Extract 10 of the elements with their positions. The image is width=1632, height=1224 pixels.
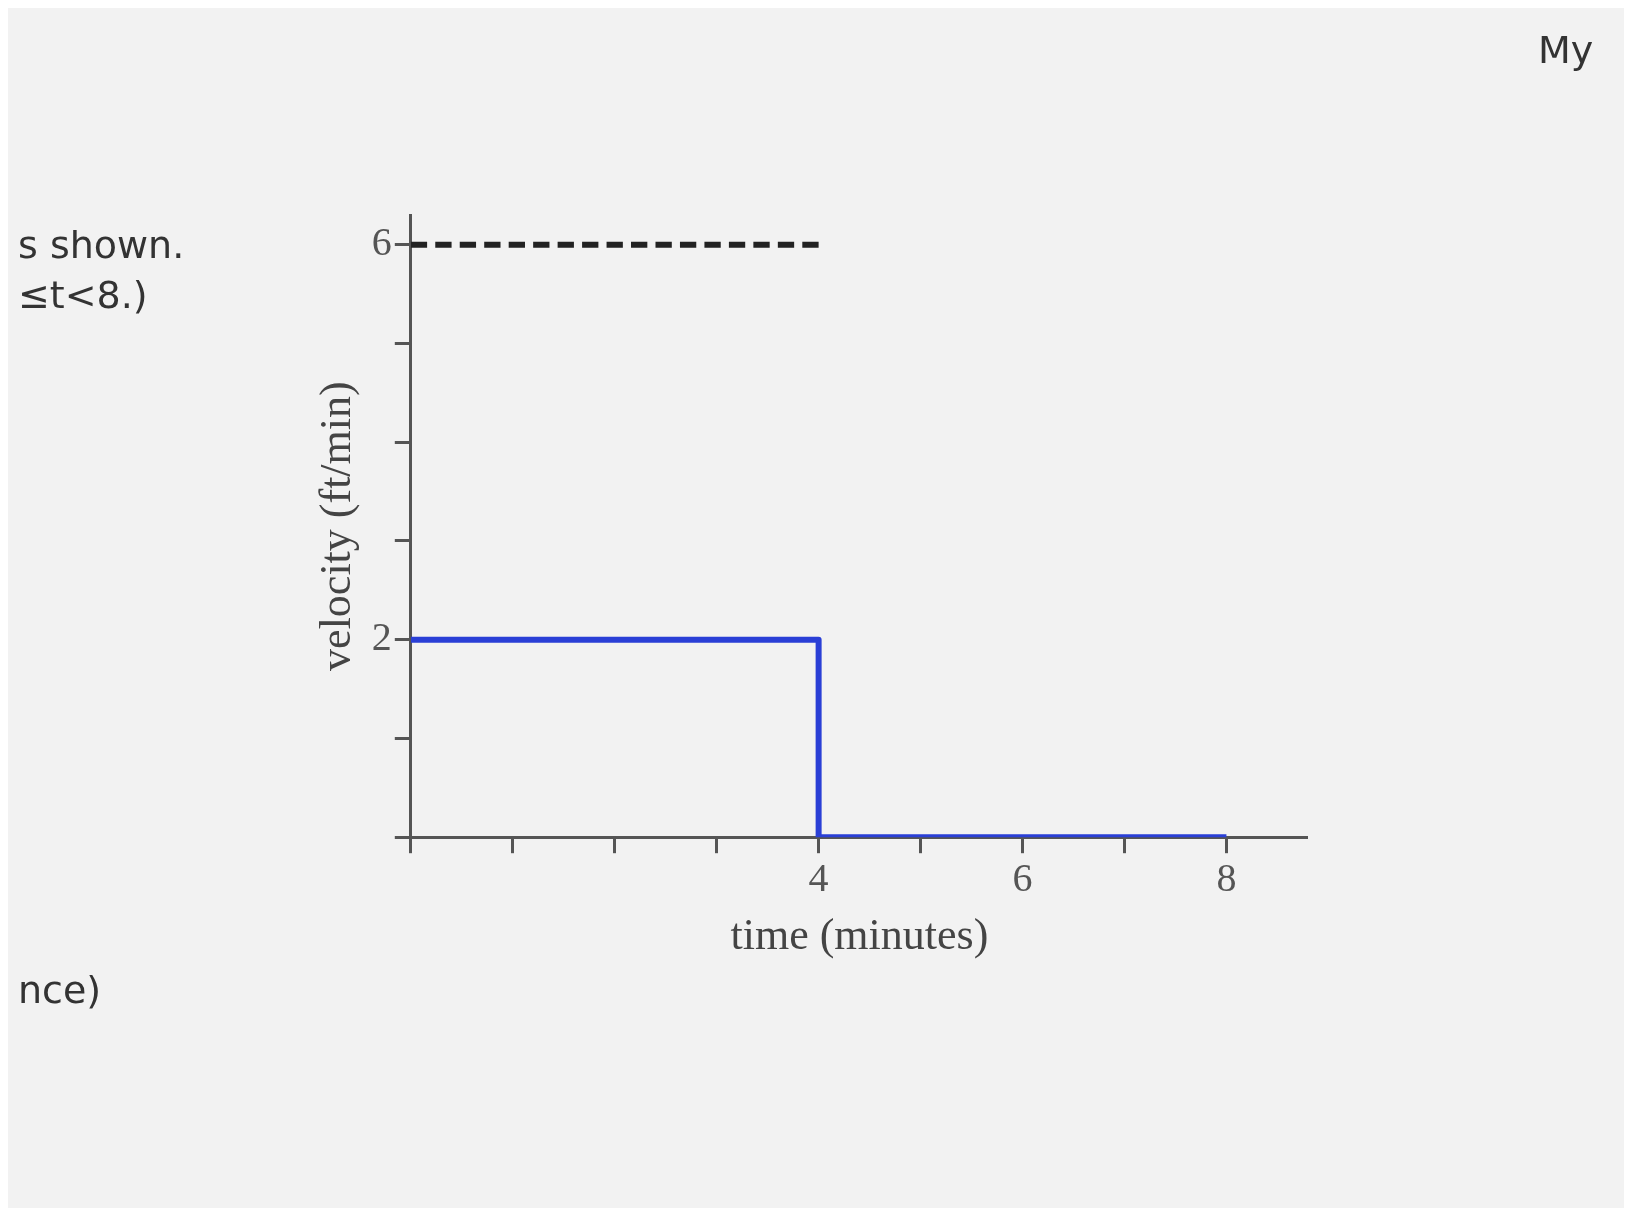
y-tick-label: 2 [371,614,392,660]
x-tick-label: 6 [1012,854,1033,900]
x-axis-title: time (minutes) [730,910,989,960]
text: ≤t<8.) [18,273,148,317]
text: s shown. [18,223,185,267]
text: My [1538,28,1594,72]
x-tick-label: 4 [808,854,829,900]
x-tick-label: 8 [1216,854,1237,900]
y-axis-title: velocity (ft/min) [310,381,360,671]
text: nce) [18,968,102,1012]
